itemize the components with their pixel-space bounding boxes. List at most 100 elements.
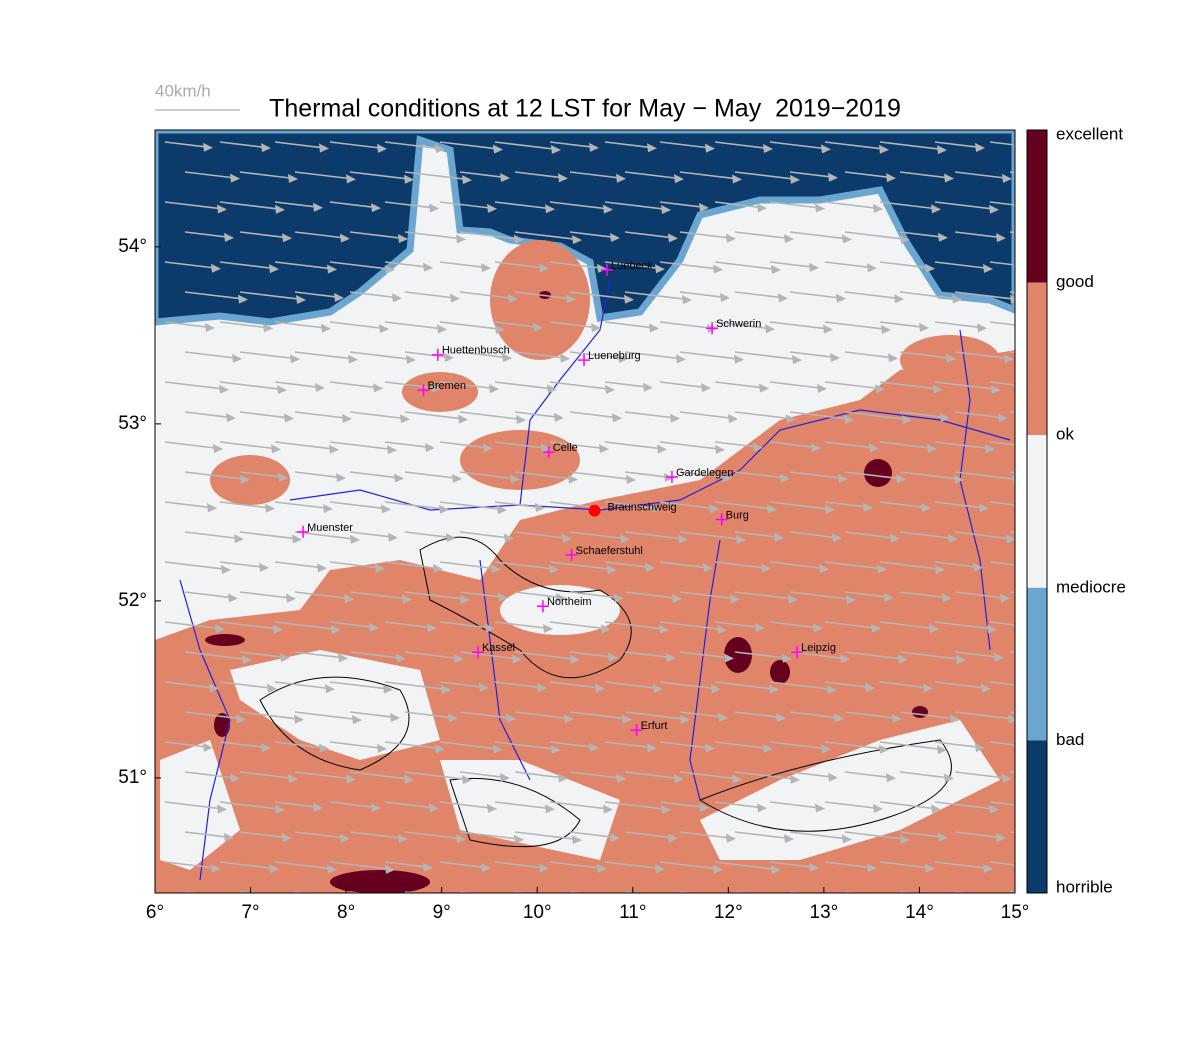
wind-arrow-head — [846, 594, 856, 604]
wind-arrow-head — [813, 623, 823, 633]
wind-arrow-head — [450, 894, 460, 903]
wind-arrow-head — [394, 473, 404, 483]
wind-arrow-head — [460, 594, 470, 604]
wind-arrow-head — [541, 443, 551, 453]
wind-arrow-head — [720, 293, 730, 303]
wind-arrow — [679, 471, 725, 479]
wind-arrow-head — [317, 563, 327, 573]
wind-arrow — [549, 441, 602, 449]
wind-arrow-head — [259, 562, 269, 572]
wind-arrow — [934, 861, 986, 869]
wind-arrow — [404, 771, 465, 780]
wind-arrow-head — [1060, 174, 1070, 183]
wind-arrow-head — [487, 203, 497, 213]
wind-arrow-head — [263, 323, 273, 333]
wind-arrow-head — [423, 862, 433, 872]
colorbar-band — [1027, 740, 1047, 893]
wind-arrow — [824, 561, 880, 570]
wind-arrow-head — [645, 563, 655, 573]
wind-arrow — [954, 831, 999, 838]
wind-arrow-head — [925, 863, 935, 873]
wind-arrow — [714, 501, 770, 510]
wind-arrow — [989, 141, 1015, 146]
wind-arrow — [569, 171, 619, 179]
wind-arrow — [239, 591, 289, 599]
wind-arrow — [624, 411, 673, 419]
wind-arrow-head — [603, 804, 613, 814]
wind-arrow-head — [651, 503, 661, 513]
wind-arrow — [989, 261, 1015, 266]
wind-arrow-head — [726, 233, 736, 243]
wind-arrow-head — [485, 623, 495, 633]
wind-arrow — [459, 771, 503, 778]
wind-arrow — [569, 411, 615, 419]
wind-arrow-head — [937, 145, 947, 155]
wind-arrow-head — [888, 353, 898, 363]
wind-arrow — [459, 231, 517, 240]
wind-arrow-head — [566, 894, 576, 903]
wind-arrow-head — [788, 594, 798, 604]
wind-arrow-head — [699, 202, 709, 212]
wind-arrow — [219, 741, 264, 748]
wind-arrow — [494, 321, 536, 328]
wind-arrow — [789, 831, 845, 840]
wind-arrow-head — [718, 712, 728, 722]
wind-arrow-head — [653, 684, 663, 693]
wind-arrow — [624, 471, 667, 478]
y-tick-label: 51° — [118, 767, 147, 788]
wind-arrow-head — [933, 384, 943, 394]
wind-arrow-head — [456, 234, 466, 244]
wind-arrow — [734, 651, 785, 659]
wind-arrow — [989, 741, 1015, 746]
wind-arrow-head — [217, 804, 227, 814]
wind-arrow — [239, 471, 281, 478]
city-marker — [417, 384, 430, 397]
wind-arrow — [769, 681, 830, 690]
wind-arrow-head — [390, 713, 400, 723]
wind-arrow — [494, 561, 552, 570]
wind-arrow-head — [392, 293, 402, 303]
wind-arrow — [824, 381, 878, 390]
wind-arrow-head — [649, 323, 659, 333]
wind-arrow — [734, 771, 793, 780]
wind-arrow-head — [346, 174, 356, 184]
wind-arrow — [219, 561, 262, 568]
wind-arrow-head — [938, 832, 948, 842]
wind-arrow-head — [618, 354, 628, 363]
wind-arrow — [404, 411, 461, 420]
wind-arrow — [514, 771, 561, 779]
wind-arrow-head — [919, 322, 929, 332]
wind-arrow — [549, 381, 608, 390]
wind-arrow-head — [236, 714, 246, 724]
wind-arrow-head — [334, 292, 344, 302]
wind-arrow — [824, 201, 876, 209]
wind-arrow — [734, 411, 789, 420]
wind-arrow-head — [327, 264, 337, 274]
wind-arrow-head — [620, 534, 630, 544]
wind-arrow — [954, 351, 1007, 359]
city-label: Schaeferstuhl — [576, 545, 643, 557]
wind-arrow — [549, 561, 610, 570]
wind-arrow-head — [539, 263, 549, 273]
wind-arrow — [239, 411, 287, 419]
wind-arrow — [349, 231, 401, 239]
wind-arrow — [164, 441, 216, 449]
x-tick-label: 10° — [523, 902, 552, 923]
wind-arrow — [879, 681, 926, 689]
wind-arrow-head — [1054, 234, 1064, 243]
wind-arrows — [164, 141, 1070, 903]
wind-arrow — [294, 651, 341, 659]
wind-arrow — [329, 321, 382, 329]
wind-arrow-head — [388, 532, 398, 542]
city-label: Gardelegen — [676, 467, 734, 479]
wind-arrow — [439, 561, 494, 570]
wind-arrow — [239, 231, 285, 239]
wind-arrow-head — [226, 413, 236, 423]
colorbar-label: ok — [1056, 425, 1074, 444]
wind-arrow-head — [514, 834, 524, 844]
wind-arrow-head — [224, 232, 234, 242]
wind-arrow-head — [429, 803, 439, 813]
map-background — [155, 130, 1070, 903]
wind-arrow — [789, 411, 847, 420]
wind-arrow-head — [975, 743, 985, 753]
